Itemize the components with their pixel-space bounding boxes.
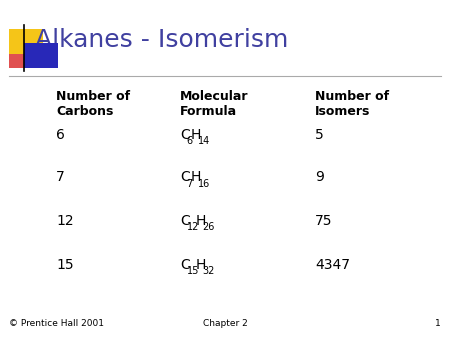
Text: 12: 12 <box>56 214 74 228</box>
Bar <box>9 43 27 68</box>
Text: 14: 14 <box>198 136 210 146</box>
Text: 6: 6 <box>186 136 193 146</box>
Text: C: C <box>180 170 190 185</box>
Text: 75: 75 <box>315 214 333 228</box>
Text: 12: 12 <box>186 222 199 233</box>
Text: 15: 15 <box>186 266 199 276</box>
Text: Number of
Isomers: Number of Isomers <box>315 90 389 118</box>
Text: 4347: 4347 <box>315 258 350 272</box>
Text: Molecular
Formula: Molecular Formula <box>180 90 248 118</box>
Text: 5: 5 <box>315 128 324 142</box>
Text: 1: 1 <box>435 319 441 328</box>
Text: 6: 6 <box>56 128 65 142</box>
Bar <box>9 29 43 54</box>
Text: © Prentice Hall 2001: © Prentice Hall 2001 <box>9 319 104 328</box>
Text: H: H <box>191 128 202 142</box>
Text: 26: 26 <box>202 222 214 233</box>
Bar <box>24 43 58 68</box>
Text: 16: 16 <box>198 178 210 189</box>
Text: 7: 7 <box>56 170 65 185</box>
Text: C: C <box>180 258 190 272</box>
Text: C: C <box>180 128 190 142</box>
Text: Alkanes - Isomerism: Alkanes - Isomerism <box>36 28 289 52</box>
Text: H: H <box>195 214 206 228</box>
Text: Chapter 2: Chapter 2 <box>202 319 248 328</box>
Text: 32: 32 <box>202 266 214 276</box>
Text: C: C <box>180 214 190 228</box>
Text: H: H <box>191 170 202 185</box>
Text: Number of
Carbons: Number of Carbons <box>56 90 130 118</box>
Text: 9: 9 <box>315 170 324 185</box>
Text: H: H <box>195 258 206 272</box>
Text: 7: 7 <box>186 178 193 189</box>
Text: 15: 15 <box>56 258 74 272</box>
